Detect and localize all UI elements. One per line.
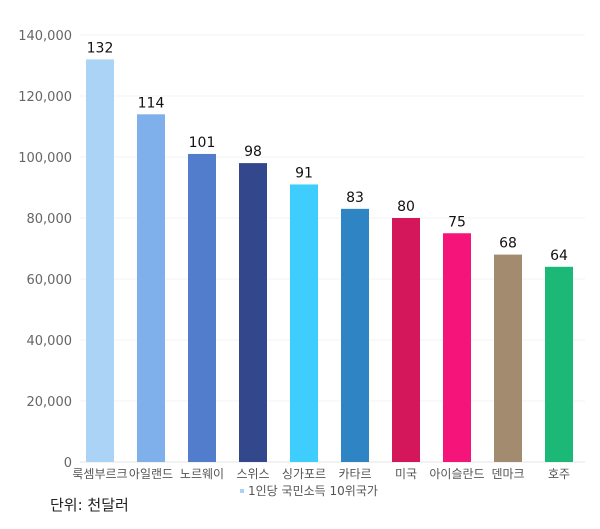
x-tick-label: 룩셈부르크	[72, 467, 127, 481]
x-tick-label: 싱가포르	[282, 467, 326, 481]
bar	[341, 208, 369, 462]
bar	[290, 184, 318, 462]
data-label: 64	[550, 248, 568, 264]
legend-label: 1인당 국민소득 10위국가	[248, 484, 378, 498]
x-tick-label: 노르웨이	[180, 467, 224, 481]
x-tick-label: 아일랜드	[129, 467, 173, 481]
data-label: 101	[189, 135, 216, 151]
data-label: 91	[295, 165, 313, 181]
y-tick-label: 20,000	[27, 395, 73, 410]
y-tick-label: 40,000	[27, 334, 73, 349]
y-tick-label: 60,000	[27, 273, 73, 288]
y-tick-label: 100,000	[18, 151, 72, 166]
data-label: 75	[448, 214, 466, 230]
x-tick-label: 스위스	[236, 467, 269, 481]
y-tick-label: 120,000	[18, 90, 72, 105]
x-tick-label: 카타르	[338, 467, 371, 481]
bar	[443, 233, 471, 462]
data-label: 132	[87, 40, 114, 56]
bar	[545, 266, 573, 462]
data-label: 80	[397, 199, 415, 215]
bar	[239, 163, 267, 462]
y-tick-label: 80,000	[27, 212, 73, 227]
data-label: 114	[138, 95, 165, 111]
data-label: 68	[499, 236, 517, 252]
bar	[86, 59, 114, 463]
y-tick-label: 0	[64, 456, 72, 471]
bar	[137, 114, 165, 463]
x-tick-label: 호주	[548, 467, 570, 481]
bar	[188, 153, 216, 462]
legend-marker	[240, 489, 244, 493]
data-label: 83	[346, 190, 364, 206]
bar	[392, 218, 420, 462]
data-label: 98	[244, 144, 262, 160]
x-tick-label: 아이슬란드	[429, 467, 484, 481]
x-tick-label: 미국	[395, 467, 417, 481]
unit-note: 단위: 천달러	[50, 496, 129, 514]
x-tick-label: 덴마크	[491, 467, 524, 481]
y-tick-label: 140,000	[18, 29, 72, 44]
bar	[494, 254, 522, 462]
